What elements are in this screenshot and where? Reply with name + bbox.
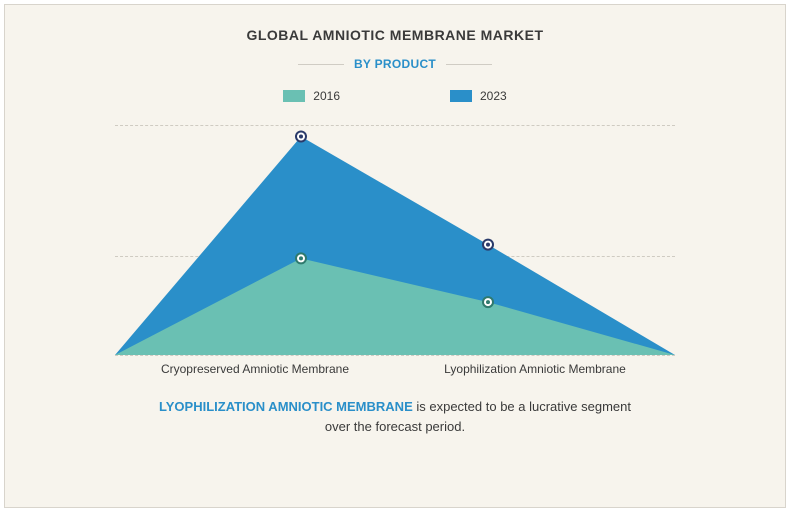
legend-swatch-2016	[283, 90, 305, 102]
chart-subtitle: BY PRODUCT	[344, 57, 446, 71]
marker-2016	[295, 252, 307, 264]
chart-plot-area	[115, 125, 675, 355]
legend-item-2016: 2016	[283, 89, 340, 103]
subtitle-rule-left	[298, 64, 344, 65]
x-label-0: Cryopreserved Amniotic Membrane	[115, 361, 395, 377]
marker-2023	[295, 131, 307, 143]
x-axis-labels: Cryopreserved Amniotic Membrane Lyophili…	[115, 361, 675, 377]
legend-label-2023: 2023	[480, 89, 507, 103]
subtitle-rule-right	[446, 64, 492, 65]
legend: 2016 2023	[283, 89, 506, 103]
x-label-1: Lyophilization Amniotic Membrane	[395, 361, 675, 377]
caption: LYOPHILIZATION AMNIOTIC MEMBRANE is expe…	[145, 397, 645, 436]
subtitle-wrap: BY PRODUCT	[298, 57, 492, 71]
chart-title: GLOBAL AMNIOTIC MEMBRANE MARKET	[246, 27, 543, 43]
marker-2016	[482, 296, 494, 308]
gridline	[115, 355, 675, 356]
caption-highlight: LYOPHILIZATION AMNIOTIC MEMBRANE	[159, 399, 413, 414]
chart-frame: GLOBAL AMNIOTIC MEMBRANE MARKET BY PRODU…	[4, 4, 786, 508]
legend-item-2023: 2023	[450, 89, 507, 103]
legend-label-2016: 2016	[313, 89, 340, 103]
chart-svg	[115, 125, 675, 355]
marker-2023	[482, 239, 494, 251]
legend-swatch-2023	[450, 90, 472, 102]
